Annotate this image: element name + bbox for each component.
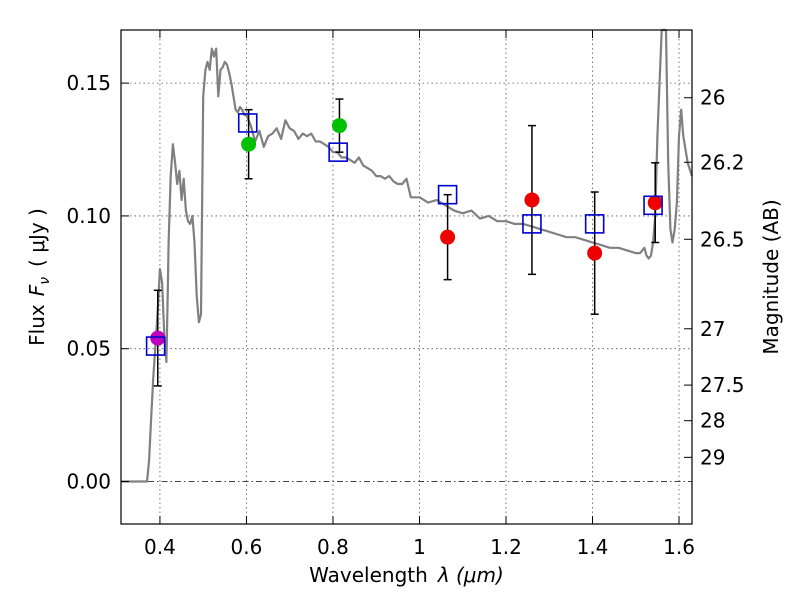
- model-spectrum-line: [121, 28, 694, 483]
- magnitude-tick-label: 28: [700, 409, 725, 433]
- x-axis-label: Wavelength λ (μm): [309, 563, 504, 587]
- model-point: [643, 195, 663, 216]
- grid-layer: [121, 30, 692, 524]
- magnitude-tick-label: 29: [700, 445, 725, 469]
- x-tick-label: 1.4: [577, 535, 609, 559]
- observed-points-layer: [150, 118, 663, 346]
- plot-frame: [120, 29, 693, 525]
- observed-point: [587, 245, 603, 261]
- y-tick-label: 0.10: [66, 204, 111, 228]
- x-tick-label: 0.4: [144, 535, 176, 559]
- magnitude-tick-label: 26.5: [700, 227, 745, 251]
- y-axis-label: FluxFν( μJy ): [25, 208, 53, 346]
- ticks-layer: [121, 30, 692, 524]
- y-tick-label: 0.00: [66, 470, 111, 494]
- observed-point: [331, 118, 347, 134]
- observed-point: [440, 229, 456, 245]
- y-tick-label: 0.15: [66, 71, 111, 95]
- x-tick-label: 1.2: [490, 535, 522, 559]
- x-tick-label: 1.6: [663, 535, 695, 559]
- x-tick-label: 0.8: [317, 535, 349, 559]
- observed-point: [524, 192, 540, 208]
- magnitude-tick-label: 27: [700, 317, 725, 341]
- model-spectrum-layer: [121, 28, 694, 483]
- model-point: [237, 113, 258, 133]
- model-point: [584, 214, 605, 234]
- observed-point: [647, 195, 663, 211]
- observed-point: [241, 136, 257, 152]
- model-point: [522, 214, 542, 234]
- error-bars-layer: [153, 98, 660, 387]
- y-tick-label: 0.05: [66, 337, 111, 361]
- model-point: [437, 184, 458, 205]
- model-points-layer: [145, 113, 663, 356]
- magnitude-tick-label: 27.5: [700, 373, 745, 397]
- magnitude-tick-label: 26: [700, 86, 725, 110]
- x-tick-label: 1: [413, 535, 426, 559]
- model-point: [328, 142, 348, 162]
- model-point: [145, 336, 166, 356]
- tick-labels-layer: 0.4 0.6 0.8 1 1.2 1.4 1.6 0.00 0.05 0.10 0.15 26 26.…: [66, 71, 744, 559]
- magnitude-tick-label: 26.2: [700, 150, 745, 174]
- x-tick-label: 0.6: [231, 535, 263, 559]
- observed-point: [150, 330, 166, 346]
- y2-axis-label: Magnitude (AB): [759, 199, 783, 354]
